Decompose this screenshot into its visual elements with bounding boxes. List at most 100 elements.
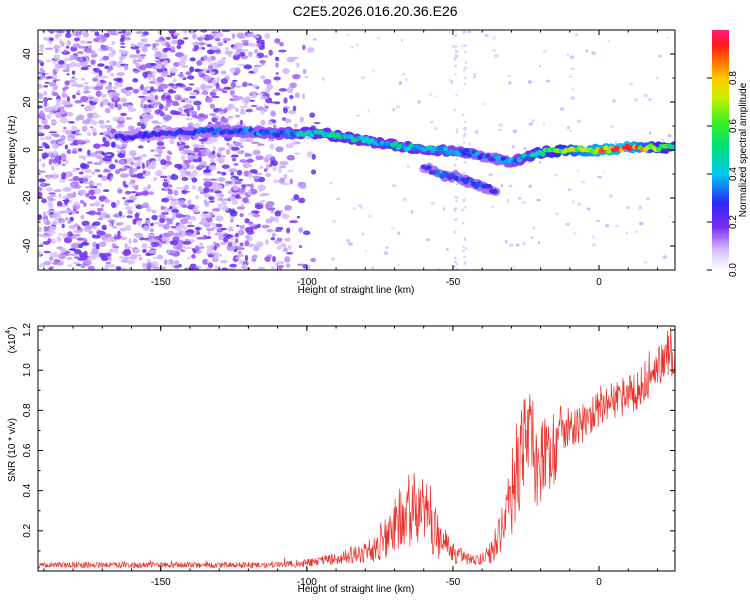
noise-speckle — [59, 178, 66, 183]
noise-speckle — [157, 148, 163, 155]
noise-speckle — [186, 112, 190, 117]
noise-speckle — [43, 90, 48, 96]
noise-speckle — [274, 92, 281, 96]
noise-speckle — [51, 73, 58, 80]
noise-speckle — [247, 190, 252, 196]
noise-speckle — [259, 75, 266, 80]
noise-speckle — [286, 263, 291, 268]
noise-speckle — [248, 137, 254, 141]
noise-speckle — [356, 114, 360, 117]
noise-speckle — [230, 154, 239, 158]
noise-speckle — [218, 147, 226, 151]
noise-speckle — [93, 86, 103, 91]
noise-speckle — [276, 261, 285, 264]
noise-speckle — [473, 75, 476, 79]
noise-speckle — [257, 266, 266, 270]
streak-speckle — [456, 157, 459, 161]
noise-speckle — [208, 196, 215, 201]
noise-speckle — [185, 71, 192, 76]
noise-speckle — [321, 77, 325, 81]
noise-speckle — [188, 221, 192, 226]
noise-speckle — [189, 238, 196, 243]
noise-speckle — [112, 94, 119, 101]
noise-speckle — [160, 70, 169, 77]
noise-speckle — [250, 259, 257, 262]
noise-speckle — [143, 186, 148, 192]
noise-speckle — [193, 45, 200, 51]
noise-speckle — [197, 185, 203, 192]
noise-speckle — [41, 119, 49, 125]
noise-speckle — [111, 40, 116, 46]
noise-speckle — [200, 160, 207, 167]
noise-speckle — [59, 247, 67, 253]
noise-speckle — [75, 167, 81, 171]
noise-speckle — [71, 183, 77, 186]
noise-speckle — [235, 256, 241, 260]
noise-speckle — [48, 41, 52, 45]
streak-speckle — [462, 249, 465, 252]
ridge-point — [427, 145, 433, 150]
noise-speckle — [538, 160, 542, 164]
noise-speckle — [52, 104, 60, 111]
noise-speckle — [226, 142, 230, 146]
noise-speckle — [89, 185, 95, 189]
noise-speckle — [218, 234, 225, 241]
noise-speckle — [130, 179, 135, 184]
noise-speckle — [183, 159, 192, 164]
noise-speckle — [532, 226, 536, 230]
noise-speckle — [150, 222, 154, 227]
noise-speckle — [368, 214, 372, 218]
noise-speckle — [211, 150, 216, 155]
noise-speckle — [70, 125, 78, 131]
noise-speckle — [268, 163, 273, 168]
noise-speckle — [158, 103, 164, 110]
noise-speckle — [98, 69, 103, 77]
noise-speckle — [91, 171, 96, 175]
noise-speckle — [64, 159, 69, 165]
noise-speckle — [153, 99, 159, 103]
noise-speckle — [239, 145, 244, 149]
noise-speckle — [181, 205, 188, 208]
noise-speckle — [152, 176, 158, 182]
noise-speckle — [63, 210, 72, 214]
noise-speckle — [181, 154, 186, 161]
noise-speckle — [260, 119, 266, 126]
noise-speckle — [575, 32, 578, 37]
noise-speckle — [264, 156, 270, 163]
noise-speckle — [172, 32, 180, 36]
svg-text:(x104): (x104) — [5, 327, 18, 354]
noise-speckle — [257, 184, 266, 191]
noise-speckle — [657, 54, 662, 58]
streak-speckle — [464, 120, 467, 124]
noise-speckle — [332, 219, 336, 223]
noise-speckle — [147, 249, 157, 254]
noise-speckle — [167, 175, 172, 178]
branch-point — [486, 183, 493, 189]
noise-speckle — [231, 79, 238, 82]
noise-speckle — [451, 44, 457, 49]
noise-speckle — [49, 37, 54, 41]
noise-speckle — [450, 80, 454, 84]
noise-speckle — [71, 70, 76, 75]
noise-speckle — [189, 95, 197, 99]
noise-speckle — [100, 35, 107, 42]
noise-speckle — [662, 255, 668, 259]
noise-speckle — [103, 233, 112, 238]
noise-speckle — [47, 201, 53, 206]
noise-speckle — [206, 215, 210, 219]
noise-speckle — [607, 39, 610, 42]
noise-speckle — [128, 54, 138, 59]
noise-speckle — [286, 154, 295, 161]
noise-speckle — [237, 178, 244, 181]
noise-speckle — [76, 114, 85, 121]
noise-speckle — [154, 64, 163, 70]
x-tick-label: -50 — [446, 577, 461, 588]
noise-speckle — [48, 131, 58, 134]
noise-speckle — [217, 198, 221, 201]
snr-panel: -150 -100 -50 0 0.2 0.4 0.6 0.8 1.0 1.2 Height of… — [5, 323, 676, 595]
noise-speckle — [242, 81, 248, 87]
noise-speckle — [289, 220, 298, 224]
noise-speckle — [91, 120, 98, 126]
streak-speckle — [462, 141, 466, 144]
noise-speckle — [360, 76, 365, 80]
